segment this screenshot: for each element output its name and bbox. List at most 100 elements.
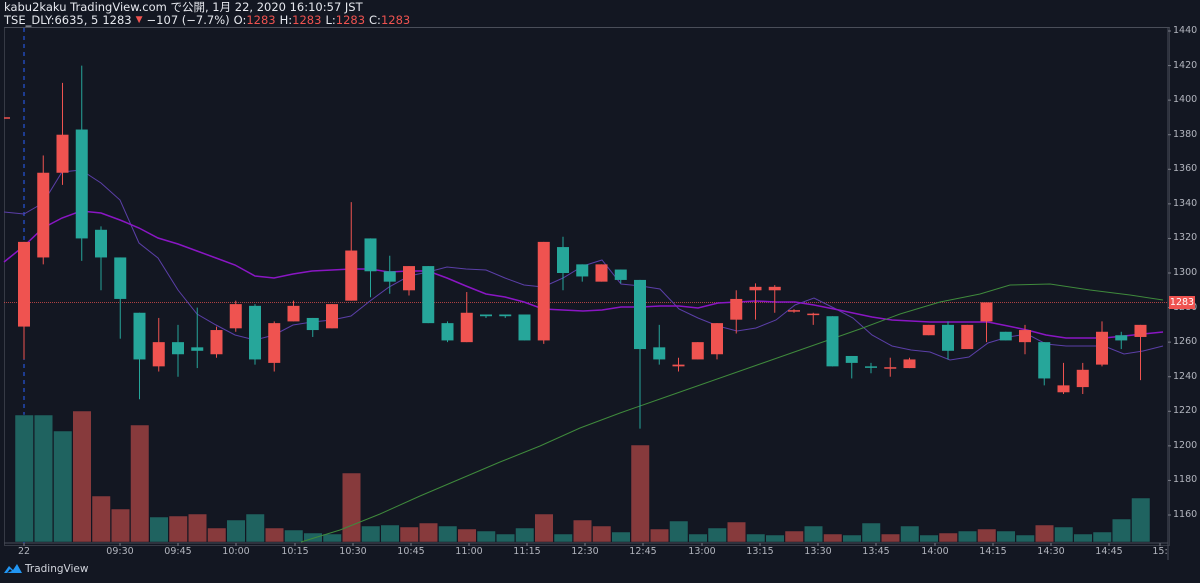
- candle[interactable]: [18, 241, 30, 360]
- volume-bar: [688, 533, 708, 543]
- candle[interactable]: [884, 357, 897, 377]
- volume-bar: [1112, 518, 1131, 543]
- candle[interactable]: [634, 279, 646, 429]
- candle[interactable]: [730, 290, 743, 334]
- volume-bar: [322, 533, 342, 543]
- tradingview-branding[interactable]: TradingView: [4, 563, 88, 575]
- symbol-label[interactable]: TSE_DLY:6635, 5: [4, 13, 99, 27]
- brand-name: TradingView: [25, 563, 89, 575]
- candle[interactable]: [942, 321, 954, 360]
- candle[interactable]: [172, 324, 184, 377]
- candle[interactable]: [788, 309, 800, 313]
- volume-bar: [168, 515, 188, 543]
- candle[interactable]: [56, 82, 69, 185]
- candle[interactable]: [75, 65, 88, 261]
- candle[interactable]: [441, 321, 454, 343]
- candle[interactable]: [229, 300, 242, 332]
- volume-bar: [919, 534, 939, 543]
- time-tick-label: 14:00: [921, 546, 949, 557]
- candle[interactable]: [1115, 331, 1128, 350]
- candle[interactable]: [152, 317, 165, 372]
- volume-bar: [188, 513, 207, 543]
- candle[interactable]: [1076, 362, 1089, 395]
- candle[interactable]: [1057, 362, 1070, 395]
- candle[interactable]: [999, 331, 1012, 341]
- candle[interactable]: [345, 202, 358, 301]
- high-label: H:: [279, 13, 293, 27]
- candle[interactable]: [460, 292, 473, 343]
- candle[interactable]: [980, 302, 993, 343]
- candle[interactable]: [595, 264, 608, 282]
- candle[interactable]: [1019, 324, 1031, 355]
- volume-bar: [342, 472, 361, 543]
- chart-pane[interactable]: [4, 27, 1170, 546]
- volume-bar: [457, 528, 477, 543]
- candle[interactable]: [653, 324, 666, 365]
- candle[interactable]: [364, 238, 377, 298]
- last-price-tag: 1283: [1169, 296, 1195, 309]
- candle[interactable]: [922, 324, 935, 336]
- candle[interactable]: [480, 314, 492, 318]
- volume-bar: [765, 534, 785, 543]
- volume-bar: [361, 525, 381, 543]
- candle[interactable]: [865, 362, 877, 374]
- candle[interactable]: [711, 323, 723, 360]
- price-tick-label: 1360: [1173, 163, 1198, 175]
- price-tick-label: 1240: [1173, 370, 1198, 382]
- candle[interactable]: [191, 307, 204, 369]
- price-tick-label: 1180: [1173, 474, 1198, 486]
- volume-bar: [419, 522, 438, 543]
- candle[interactable]: [268, 321, 281, 372]
- candle[interactable]: [961, 324, 974, 350]
- candle[interactable]: [576, 264, 589, 282]
- time-tick-label: 13:00: [688, 546, 716, 557]
- candle[interactable]: [691, 342, 704, 360]
- candle[interactable]: [210, 326, 223, 358]
- candle[interactable]: [133, 312, 146, 400]
- candle[interactable]: [37, 155, 50, 265]
- volume-bar: [784, 530, 804, 543]
- candle[interactable]: [249, 304, 261, 365]
- candle[interactable]: [383, 255, 396, 294]
- volume-bar: [842, 534, 862, 543]
- candle[interactable]: [95, 226, 107, 291]
- candle[interactable]: [807, 312, 820, 325]
- candle[interactable]: [749, 283, 762, 320]
- candle[interactable]: [306, 317, 319, 337]
- candle[interactable]: [557, 236, 569, 291]
- candle[interactable]: [768, 285, 781, 313]
- candle[interactable]: [287, 300, 300, 322]
- volume-bar: [14, 414, 34, 543]
- candle[interactable]: [422, 266, 435, 324]
- close-value: 1283: [380, 13, 411, 27]
- time-tick-label: 15:: [1152, 546, 1168, 557]
- open-label: O:: [233, 13, 247, 27]
- candle[interactable]: [614, 269, 627, 284]
- volume-bar: [34, 414, 53, 543]
- axis-ticks: [23, 30, 1171, 546]
- price-tick-label: 1220: [1173, 405, 1198, 417]
- candle[interactable]: [403, 266, 415, 296]
- candle[interactable]: [537, 241, 550, 344]
- publish-line: kabu2kaku TradingView.com で公開, 1月 22, 20…: [4, 1, 410, 14]
- volume-bar: [265, 527, 284, 543]
- candle[interactable]: [114, 257, 127, 339]
- candle[interactable]: [672, 357, 685, 372]
- volume-bar: [245, 513, 265, 543]
- candle[interactable]: [1038, 342, 1051, 386]
- volume-bar: [938, 532, 958, 543]
- down-triangle-icon: ▼: [135, 15, 143, 25]
- price-tick-label: 1320: [1173, 232, 1198, 244]
- volume-bar: [438, 525, 458, 543]
- candle[interactable]: [499, 314, 512, 318]
- candle[interactable]: [326, 304, 338, 329]
- price-tick-label: 1420: [1173, 59, 1198, 71]
- candle[interactable]: [903, 357, 916, 369]
- high-value: 1283: [292, 13, 322, 27]
- candle[interactable]: [1096, 321, 1108, 367]
- candle[interactable]: [518, 314, 531, 341]
- candle[interactable]: [1134, 324, 1147, 381]
- candle[interactable]: [845, 355, 858, 379]
- candle[interactable]: [826, 316, 839, 367]
